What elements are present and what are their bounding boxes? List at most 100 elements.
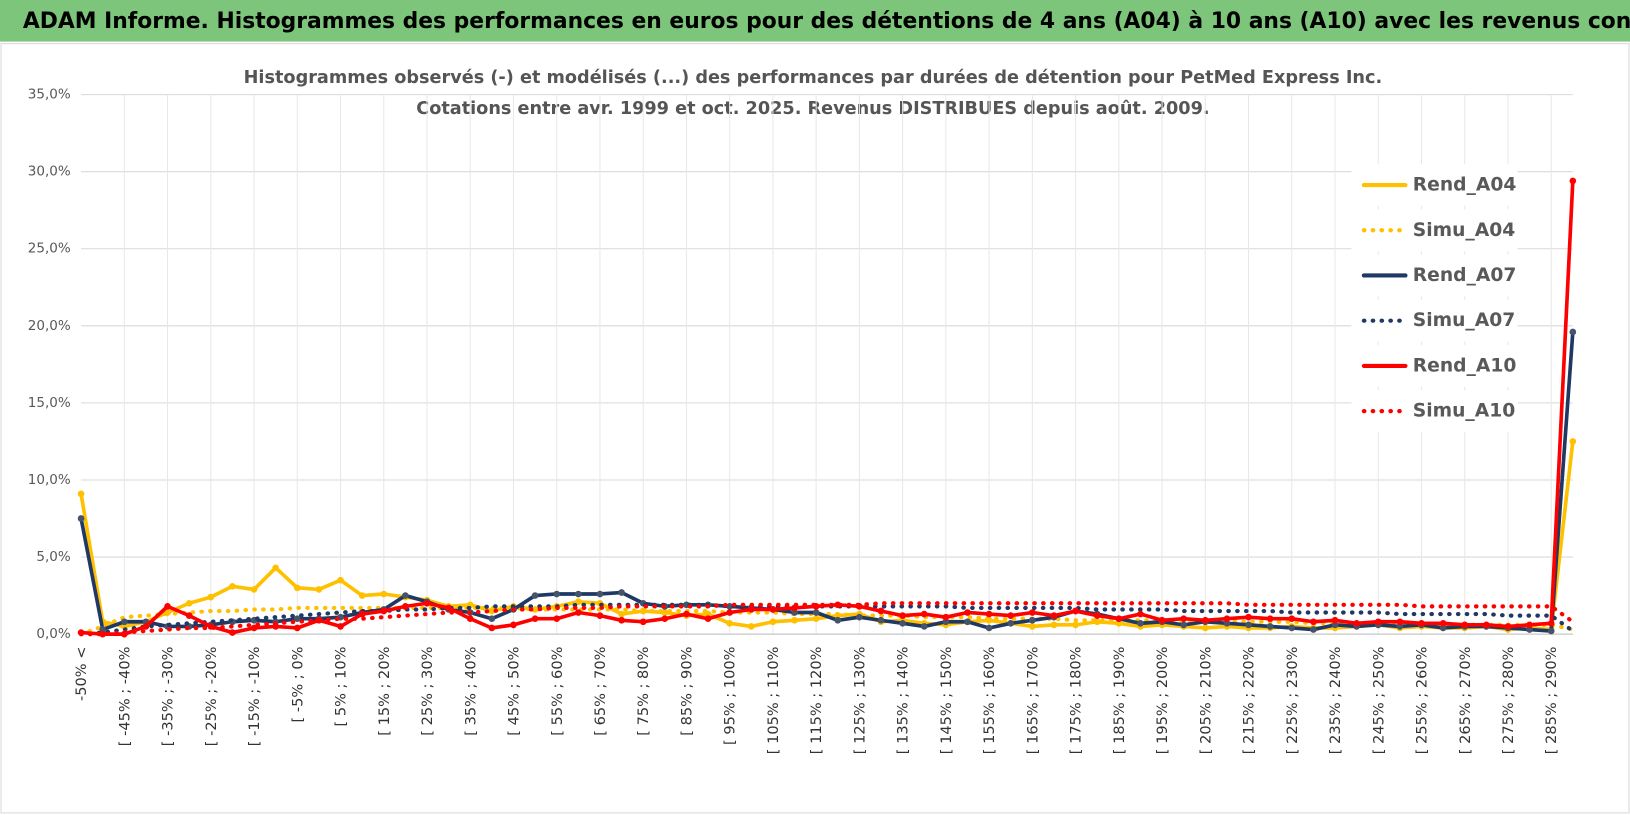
marker xyxy=(1072,621,1079,629)
x-tick-label: [ 25% ; 30% xyxy=(419,646,436,735)
marker xyxy=(1180,615,1188,623)
x-tick-label: [ -5% ; 0% xyxy=(289,646,306,722)
marker xyxy=(423,599,431,607)
marker xyxy=(77,490,85,498)
simulated-line xyxy=(79,601,1575,637)
x-tick-label: [ 85% ; 90% xyxy=(678,646,695,735)
legend-bg xyxy=(1351,299,1518,342)
marker xyxy=(142,623,150,630)
y-tick-label: 25,0% xyxy=(28,241,71,257)
marker xyxy=(315,586,323,593)
marker xyxy=(618,616,625,624)
marker xyxy=(812,615,820,623)
marker xyxy=(1310,626,1317,633)
marker xyxy=(1288,624,1296,632)
marker xyxy=(488,615,496,623)
marker xyxy=(791,616,798,624)
marker xyxy=(985,624,993,632)
marker xyxy=(510,621,517,629)
legend-bg xyxy=(1351,209,1518,252)
x-tick-label: [ 155% ; 160% xyxy=(981,646,998,754)
marker xyxy=(120,618,128,626)
marker xyxy=(575,609,582,616)
simulated-line xyxy=(79,602,1575,637)
x-tick-label: [ 115% ; 120% xyxy=(808,646,825,754)
marker xyxy=(553,615,561,623)
x-tick-label: [ 255% ; 260% xyxy=(1414,646,1431,754)
x-tick-label: [ 145% ; 150% xyxy=(938,646,955,754)
x-tick-label: [ 135% ; 140% xyxy=(895,646,912,754)
x-tick-label: [ 265% ; 270% xyxy=(1457,646,1474,754)
y-tick-label: 0,0% xyxy=(36,626,70,642)
marker xyxy=(1137,620,1144,627)
marker xyxy=(466,615,474,623)
marker xyxy=(1439,620,1447,627)
x-tick-label: [ 165% ; 170% xyxy=(1024,646,1041,754)
observed-line xyxy=(79,179,1575,636)
marker xyxy=(1569,328,1577,336)
marker xyxy=(531,615,539,623)
marker xyxy=(99,626,107,633)
marker xyxy=(164,603,171,610)
marker xyxy=(1180,621,1188,629)
marker xyxy=(337,623,344,630)
legend-label: Rend_A07 xyxy=(1413,265,1517,286)
marker xyxy=(596,590,604,598)
marker xyxy=(402,592,409,599)
marker xyxy=(575,598,582,606)
marker xyxy=(920,623,928,630)
marker xyxy=(1093,612,1101,619)
marker xyxy=(1223,615,1231,623)
marker xyxy=(704,615,712,623)
x-tick-label: [ 285% ; 290% xyxy=(1543,646,1560,754)
x-tick-label: [ 205% ; 210% xyxy=(1197,646,1214,754)
legend-bg xyxy=(1351,390,1518,432)
marker xyxy=(791,609,798,616)
marker xyxy=(661,615,669,623)
x-tick-label: [ 185% ; 190% xyxy=(1111,646,1128,754)
x-tick-label: [ 125% ; 130% xyxy=(851,646,868,754)
marker xyxy=(1353,620,1360,627)
marker xyxy=(1374,618,1382,626)
x-tick-label: -50% < xyxy=(73,647,90,701)
legend-label: Simu_A04 xyxy=(1413,220,1516,241)
marker xyxy=(899,620,906,627)
x-tick-label: [ 175% ; 180% xyxy=(1068,646,1085,754)
marker xyxy=(683,610,690,618)
x-tick-label: [ 225% ; 230% xyxy=(1284,646,1301,754)
marker xyxy=(856,613,863,621)
page-title: ADAM Informe. Histogrammes des performan… xyxy=(23,9,1630,34)
marker xyxy=(1396,618,1404,626)
legend-label: Simu_A07 xyxy=(1413,310,1516,331)
simulated-line xyxy=(79,605,1575,637)
marker xyxy=(747,623,755,630)
marker xyxy=(380,607,388,615)
x-tick-label: [ 75% ; 80% xyxy=(635,646,652,735)
x-tick-label: [ 215% ; 220% xyxy=(1241,646,1258,754)
marker xyxy=(726,603,733,610)
marker xyxy=(77,515,85,522)
x-tick-label: [ 35% ; 40% xyxy=(462,646,479,735)
marker xyxy=(402,603,409,610)
legend-label: Rend_A10 xyxy=(1413,355,1517,376)
marker xyxy=(1201,624,1209,632)
marker xyxy=(1223,620,1231,627)
marker xyxy=(531,592,539,599)
marker xyxy=(272,564,279,572)
marker xyxy=(1331,621,1339,629)
marker xyxy=(920,610,928,618)
legend-label: Simu_A10 xyxy=(1413,401,1516,422)
marker xyxy=(1526,621,1533,629)
marker xyxy=(1245,613,1252,621)
y-tick-label: 10,0% xyxy=(28,472,71,488)
marker xyxy=(1029,623,1036,630)
marker xyxy=(380,590,388,598)
marker xyxy=(639,618,647,626)
marker xyxy=(618,610,625,618)
marker xyxy=(877,607,885,615)
marker xyxy=(1007,612,1015,619)
marker xyxy=(964,609,971,616)
header-bar xyxy=(0,0,1630,42)
marker xyxy=(1396,623,1404,630)
